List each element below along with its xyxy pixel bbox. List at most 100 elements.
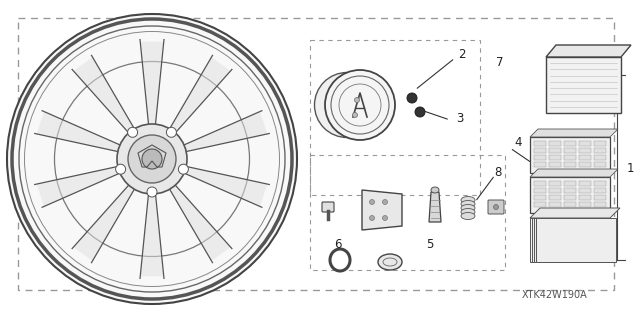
Text: 2: 2 xyxy=(458,48,466,62)
Bar xyxy=(594,188,606,193)
Bar xyxy=(564,181,576,186)
Ellipse shape xyxy=(355,98,360,102)
Polygon shape xyxy=(530,129,618,137)
Bar xyxy=(534,155,546,160)
Bar xyxy=(579,202,591,207)
Polygon shape xyxy=(532,218,612,262)
Bar xyxy=(564,155,576,160)
Polygon shape xyxy=(534,218,614,262)
Bar xyxy=(594,155,606,160)
Bar xyxy=(594,162,606,167)
Ellipse shape xyxy=(314,72,380,137)
Ellipse shape xyxy=(407,93,417,103)
Bar xyxy=(594,181,606,186)
Ellipse shape xyxy=(166,127,177,137)
Bar xyxy=(564,188,576,193)
Bar xyxy=(564,148,576,153)
Text: 7: 7 xyxy=(496,56,504,69)
Bar xyxy=(310,155,505,270)
Bar xyxy=(564,202,576,207)
Polygon shape xyxy=(167,57,230,137)
Bar xyxy=(579,162,591,167)
Bar xyxy=(564,195,576,200)
FancyBboxPatch shape xyxy=(322,202,334,212)
Polygon shape xyxy=(74,182,137,261)
Polygon shape xyxy=(74,57,137,137)
Ellipse shape xyxy=(415,107,425,117)
Text: 4: 4 xyxy=(515,137,522,150)
Polygon shape xyxy=(546,57,621,113)
Ellipse shape xyxy=(128,135,176,183)
Ellipse shape xyxy=(461,204,475,211)
Bar xyxy=(564,141,576,146)
Text: 6: 6 xyxy=(334,238,342,250)
Bar xyxy=(579,181,591,186)
Polygon shape xyxy=(179,112,268,152)
Ellipse shape xyxy=(7,14,297,304)
Ellipse shape xyxy=(378,254,402,270)
Polygon shape xyxy=(429,192,441,222)
Polygon shape xyxy=(362,190,402,230)
Ellipse shape xyxy=(179,164,188,174)
Polygon shape xyxy=(140,189,164,276)
Bar xyxy=(534,162,546,167)
Bar xyxy=(594,202,606,207)
Text: 1: 1 xyxy=(627,161,634,174)
Bar xyxy=(549,202,561,207)
Polygon shape xyxy=(530,208,620,218)
Text: 3: 3 xyxy=(456,112,464,124)
Ellipse shape xyxy=(142,149,162,169)
Ellipse shape xyxy=(147,187,157,197)
Bar xyxy=(534,195,546,200)
Text: XTK42W190A: XTK42W190A xyxy=(522,290,588,300)
Bar xyxy=(579,148,591,153)
Bar xyxy=(594,148,606,153)
Polygon shape xyxy=(530,137,610,173)
Ellipse shape xyxy=(353,113,358,117)
Polygon shape xyxy=(36,112,125,152)
Ellipse shape xyxy=(325,70,395,140)
Bar xyxy=(549,155,561,160)
Polygon shape xyxy=(536,218,616,262)
Ellipse shape xyxy=(117,124,187,194)
Polygon shape xyxy=(530,218,610,262)
Bar xyxy=(534,148,546,153)
Ellipse shape xyxy=(383,216,387,220)
Polygon shape xyxy=(530,169,618,177)
Bar xyxy=(310,40,480,195)
Bar xyxy=(594,195,606,200)
Bar xyxy=(534,202,546,207)
Ellipse shape xyxy=(461,212,475,219)
Polygon shape xyxy=(546,45,631,57)
Ellipse shape xyxy=(461,197,475,204)
Bar xyxy=(579,188,591,193)
Ellipse shape xyxy=(369,199,374,204)
Ellipse shape xyxy=(127,127,138,137)
Bar xyxy=(549,188,561,193)
Bar xyxy=(564,162,576,167)
Ellipse shape xyxy=(461,201,475,207)
FancyBboxPatch shape xyxy=(488,200,504,214)
Bar xyxy=(579,141,591,146)
Bar xyxy=(549,181,561,186)
Ellipse shape xyxy=(431,187,439,193)
Ellipse shape xyxy=(383,199,387,204)
Bar xyxy=(534,181,546,186)
Bar xyxy=(549,195,561,200)
Bar xyxy=(579,195,591,200)
Polygon shape xyxy=(179,165,268,206)
Ellipse shape xyxy=(461,209,475,216)
Bar xyxy=(579,155,591,160)
Bar xyxy=(594,141,606,146)
Ellipse shape xyxy=(116,164,125,174)
Text: 5: 5 xyxy=(426,239,434,251)
Bar xyxy=(549,141,561,146)
Bar xyxy=(534,188,546,193)
Bar xyxy=(534,141,546,146)
Bar xyxy=(18,18,614,290)
Polygon shape xyxy=(36,165,125,206)
Text: 8: 8 xyxy=(494,167,502,180)
Bar xyxy=(549,148,561,153)
Ellipse shape xyxy=(369,216,374,220)
Ellipse shape xyxy=(493,204,499,210)
